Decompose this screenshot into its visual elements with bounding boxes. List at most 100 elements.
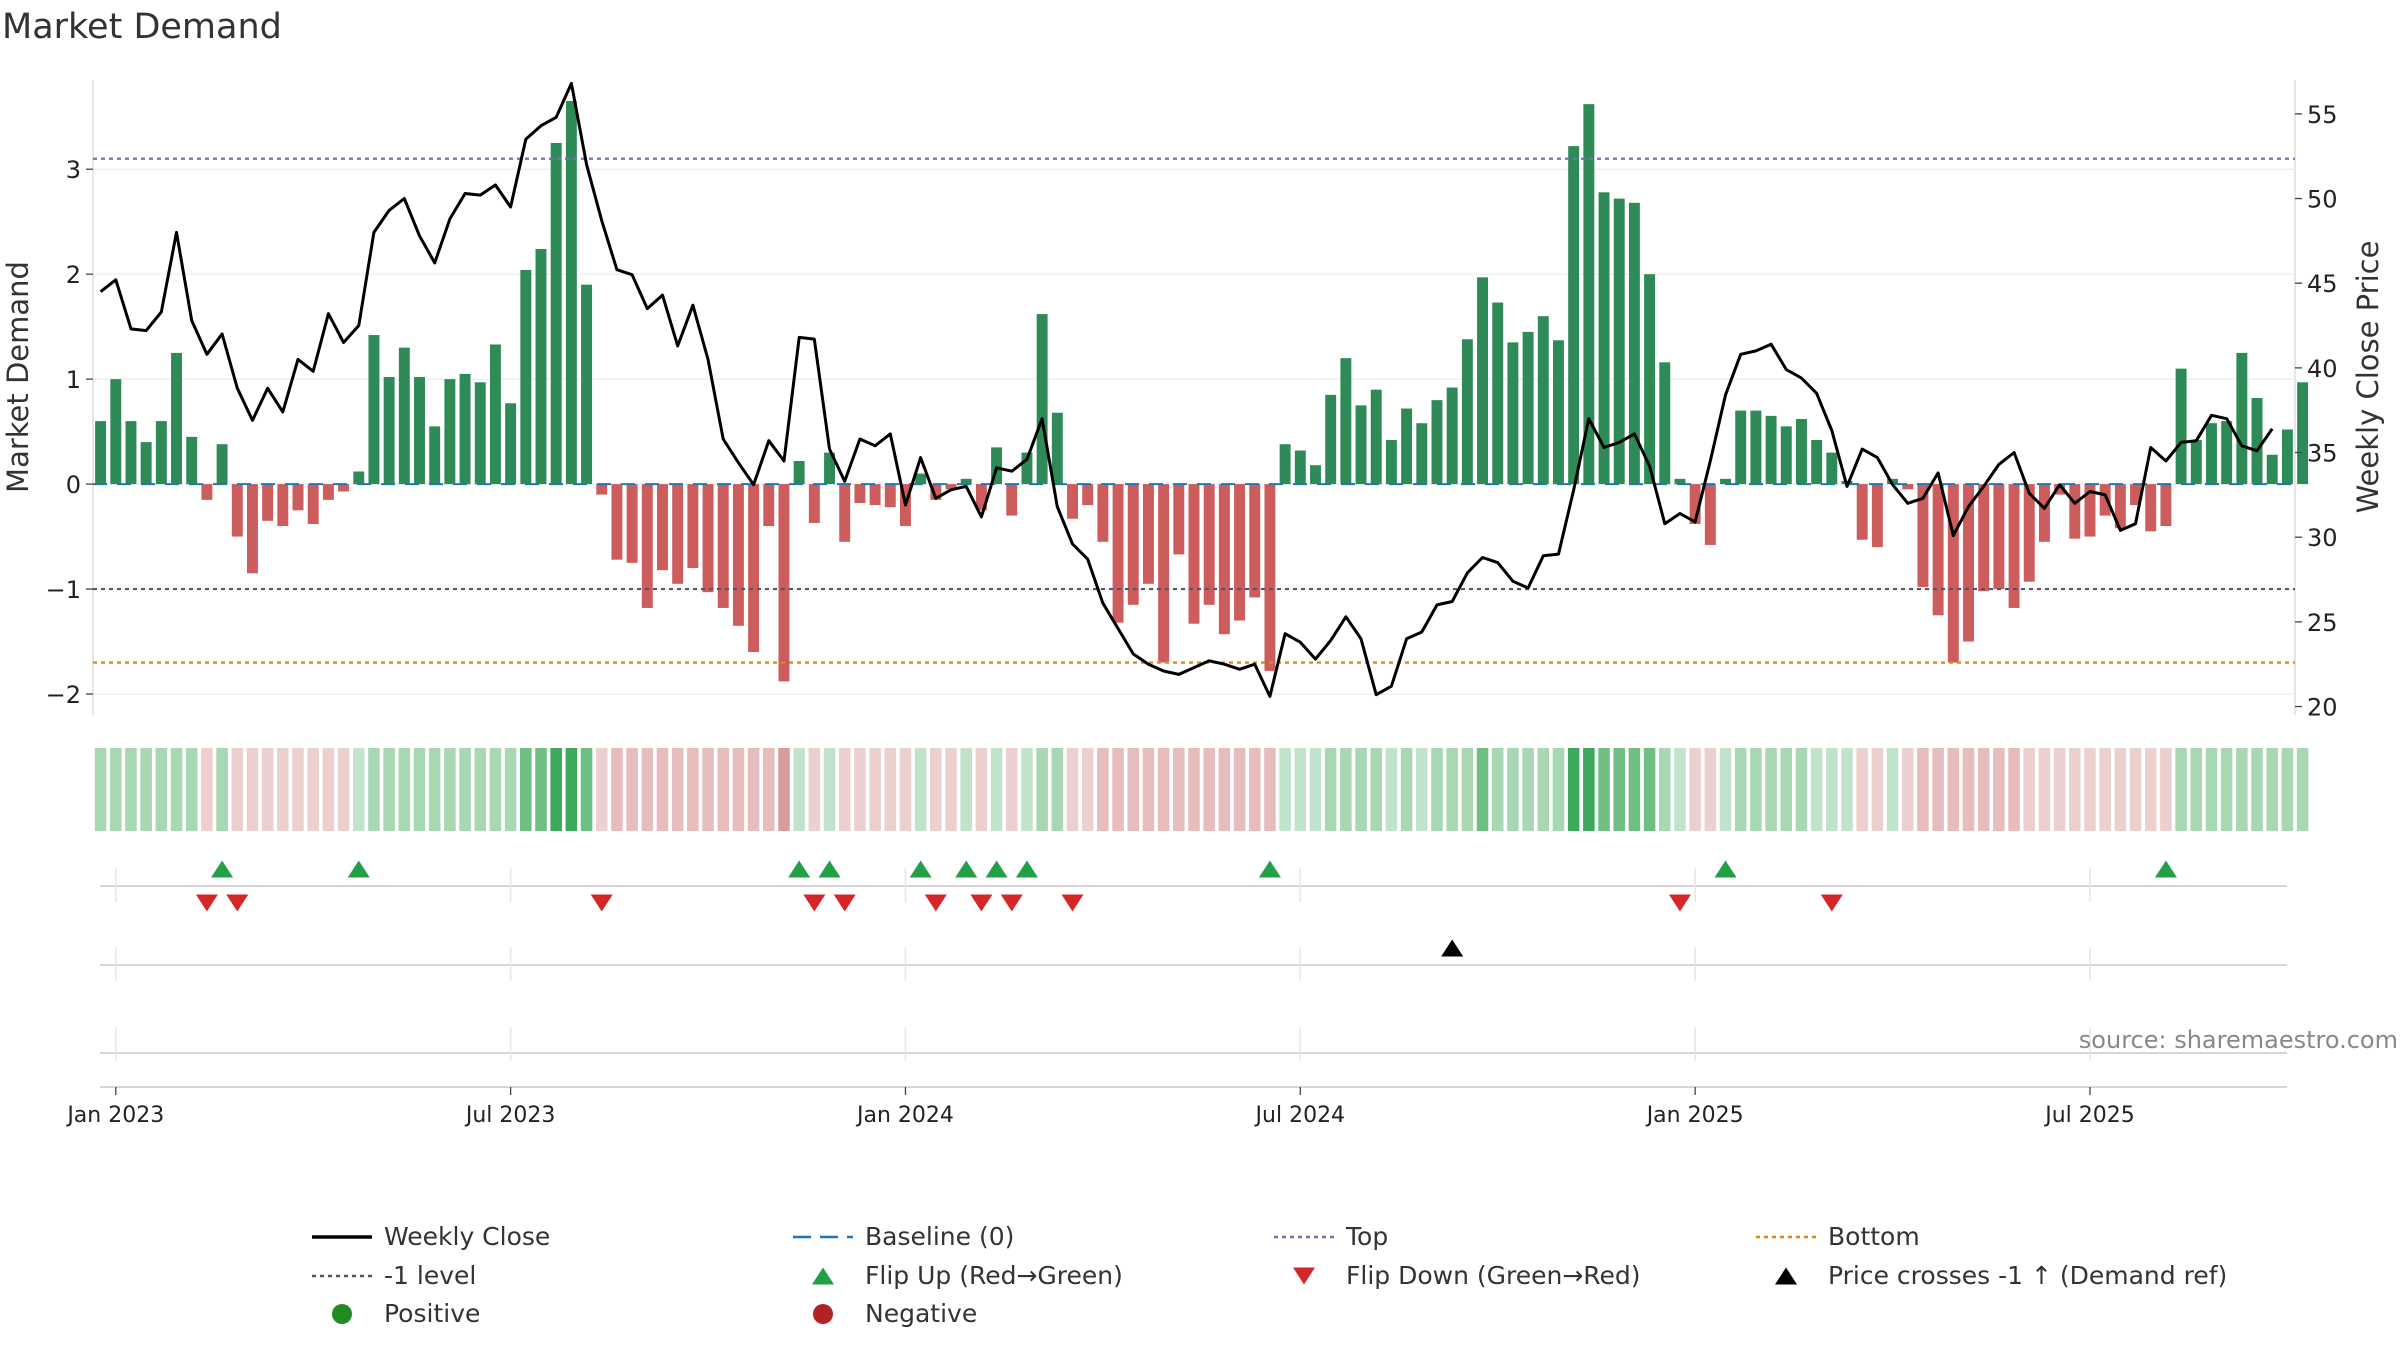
demand-strip-cell — [656, 748, 669, 831]
demand-strip-cell — [1734, 748, 1747, 831]
demand-bar-positive — [1036, 314, 1048, 485]
demand-bar-negative — [808, 484, 820, 523]
demand-strip-cell — [1005, 748, 1018, 831]
demand-strip-cell — [1674, 748, 1686, 831]
flip-down-marker — [970, 894, 993, 912]
demand-strip-cell — [1537, 748, 1550, 831]
demand-bar-negative — [672, 484, 684, 584]
legend-label: Positive — [384, 1299, 480, 1328]
legend-label: Top — [1345, 1222, 1388, 1251]
demand-bar-negative — [778, 484, 790, 682]
demand-bar-negative — [1249, 484, 1261, 598]
demand-bar-positive — [824, 452, 835, 485]
demand-strip-cell — [2099, 748, 2111, 831]
demand-strip-cell — [565, 748, 578, 831]
demand-bar-positive — [1279, 444, 1291, 485]
legend-swatch-circle — [332, 1304, 352, 1324]
demand-strip-cell — [1400, 748, 1413, 831]
flip-down-marker — [833, 894, 856, 912]
demand-strip-cell — [1932, 748, 1944, 831]
demand-strip-cell — [1567, 748, 1580, 831]
demand-bar-negative — [763, 484, 775, 527]
demand-bar-negative — [596, 484, 608, 495]
demand-bar-positive — [1765, 415, 1777, 485]
demand-bar-negative — [201, 484, 213, 500]
demand-strip-cell — [626, 748, 638, 831]
demand-strip-cell — [823, 748, 836, 831]
demand-bar-negative — [246, 484, 258, 574]
demand-bar-negative — [1067, 484, 1078, 519]
demand-bar-negative — [657, 484, 668, 571]
demand-strip-cell — [1810, 748, 1823, 831]
flip-up-marker — [2154, 860, 2177, 878]
legend-item: Negative — [813, 1299, 977, 1328]
demand-bar-positive — [991, 447, 1003, 485]
demand-strip-cell — [428, 748, 441, 831]
demand-strip-cell — [2008, 748, 2020, 831]
legend-item: Positive — [332, 1299, 480, 1328]
demand-bar-positive — [1340, 358, 1352, 485]
demand-bar-negative — [277, 484, 289, 527]
flip-up-marker — [1714, 860, 1737, 878]
demand-bar-negative — [839, 484, 851, 542]
demand-strip-cell — [945, 748, 957, 831]
demand-strip-cell — [793, 748, 805, 831]
demand-strip-cell — [1750, 748, 1762, 831]
demand-strip-cell — [1689, 748, 1701, 831]
flip-up-marker — [955, 860, 978, 878]
demand-bar-negative — [1978, 484, 1990, 592]
legend-item: Bottom — [1756, 1222, 1920, 1251]
flip-up-marker — [1258, 860, 1281, 878]
demand-strip-cell — [1719, 748, 1732, 831]
legend-label: -1 level — [384, 1261, 476, 1290]
demand-bar-positive — [550, 142, 562, 485]
demand-bar-positive — [1735, 410, 1747, 485]
demand-bar-positive — [1811, 440, 1823, 485]
demand-strip-cell — [231, 748, 244, 831]
legend-label: Bottom — [1828, 1222, 1920, 1251]
x-tick-label: Jul 2024 — [1254, 1103, 1346, 1128]
demand-bar-negative — [1704, 484, 1716, 545]
demand-bar-negative — [322, 484, 334, 500]
demand-strip-cell — [1264, 748, 1276, 831]
demand-bar-positive — [489, 344, 501, 485]
demand-bar-negative — [2038, 484, 2050, 542]
demand-bar-negative — [717, 484, 729, 608]
demand-bar-negative — [1112, 484, 1124, 623]
y-left-tick-label: −2 — [46, 681, 81, 709]
demand-strip-cell — [1871, 748, 1884, 831]
demand-bar-positive — [414, 377, 425, 485]
demand-strip-cell — [2251, 748, 2263, 831]
demand-strip-cell — [246, 748, 259, 831]
y-right-tick-label: 55 — [2307, 101, 2338, 129]
y-right-tick-label: 30 — [2307, 524, 2338, 552]
demand-bar-negative — [1689, 484, 1701, 524]
demand-strip-cell — [1901, 748, 1914, 831]
flip-up-marker — [818, 860, 841, 878]
demand-bar-negative — [2099, 484, 2111, 516]
demand-strip-cell — [1491, 748, 1504, 831]
demand-bar-positive — [1750, 410, 1762, 485]
demand-bar-negative — [2145, 484, 2157, 532]
legend-label: Flip Up (Red→Green) — [865, 1261, 1123, 1290]
demand-strip-cell — [1780, 748, 1793, 831]
chart-title: Market Demand — [2, 7, 282, 47]
demand-strip-cell — [1826, 748, 1838, 831]
demand-bar-negative — [611, 484, 623, 560]
axis-ticks: 3 2 1 0 −1 −2 55 50 45 40 35 30 25 20 — [46, 101, 2338, 722]
demand-strip-cell — [1962, 748, 1975, 831]
demand-bar-positive — [1628, 202, 1640, 485]
demand-strip-cell — [1841, 748, 1853, 831]
demand-bar-negative — [1917, 484, 1929, 587]
demand-strip-cell — [2205, 748, 2218, 831]
demand-bar-positive — [1674, 478, 1686, 485]
demand-strip-cell — [261, 748, 274, 831]
demand-strip-cell — [717, 748, 729, 831]
demand-bar-positive — [1887, 478, 1899, 485]
demand-strip-cell — [2190, 748, 2203, 831]
flip-down-marker — [1000, 894, 1023, 912]
demand-strip-cell — [641, 748, 654, 831]
left-axis-label: Market Demand — [1, 261, 35, 493]
demand-strip-cell — [352, 748, 365, 831]
